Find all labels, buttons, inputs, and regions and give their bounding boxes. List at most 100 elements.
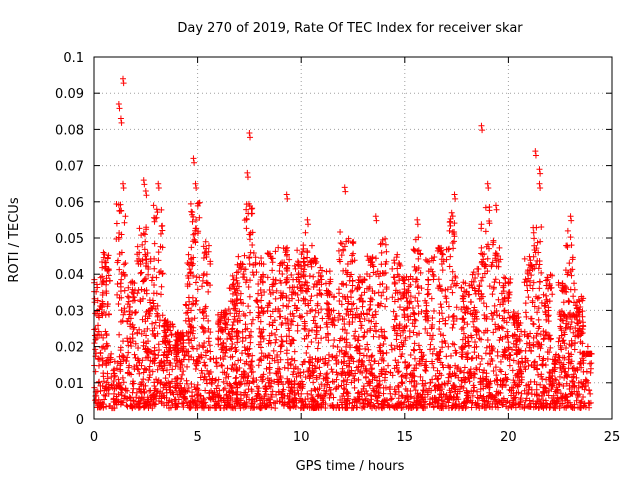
data-point [512, 394, 519, 401]
data-point [203, 376, 210, 383]
data-point [496, 279, 503, 286]
data-point [407, 351, 414, 358]
data-point [424, 391, 431, 398]
data-point [486, 207, 493, 214]
data-point [445, 399, 452, 406]
data-point [184, 380, 191, 387]
data-point [219, 362, 226, 369]
data-point [312, 335, 319, 342]
data-point [484, 360, 491, 367]
data-point [518, 390, 525, 397]
data-point [102, 392, 109, 399]
data-point [264, 274, 271, 281]
data-point [518, 374, 525, 381]
data-point [136, 370, 143, 377]
data-point [411, 399, 418, 406]
data-point [538, 223, 545, 230]
data-point [202, 352, 209, 359]
data-point [155, 341, 162, 348]
data-point [284, 195, 291, 202]
data-point [549, 291, 556, 298]
data-point [274, 353, 281, 360]
data-point [260, 353, 267, 360]
data-point [425, 290, 432, 297]
data-point [406, 328, 413, 335]
data-point [235, 253, 242, 260]
data-point [154, 366, 161, 373]
data-point [181, 351, 188, 358]
data-point [157, 291, 164, 298]
data-point [438, 304, 445, 311]
data-point [286, 395, 293, 402]
data-point [314, 345, 321, 352]
data-point [124, 335, 131, 342]
data-point [505, 339, 512, 346]
data-point [479, 127, 486, 134]
data-point [118, 276, 125, 283]
data-point [202, 387, 209, 394]
data-point [483, 303, 490, 310]
data-point [380, 390, 387, 397]
data-point [541, 335, 548, 342]
data-point [378, 240, 385, 247]
data-point [155, 249, 162, 256]
data-point [304, 254, 311, 261]
data-point [290, 337, 297, 344]
data-point [193, 297, 200, 304]
y-tick-label: 0.02 [55, 341, 84, 356]
data-point [288, 378, 295, 385]
data-point [230, 299, 237, 306]
data-point [200, 329, 207, 336]
data-point [189, 392, 196, 399]
data-point [99, 361, 106, 368]
data-point [535, 316, 542, 323]
data-point [509, 397, 516, 404]
data-point [152, 401, 159, 408]
data-point [161, 381, 168, 388]
data-point [97, 349, 104, 356]
data-point [92, 346, 99, 353]
data-point [284, 392, 291, 399]
data-point [568, 217, 575, 224]
data-point [467, 298, 474, 305]
data-point [522, 309, 529, 316]
data-point [494, 348, 501, 355]
data-point [130, 326, 137, 333]
data-point [119, 374, 126, 381]
data-point [574, 392, 581, 399]
data-point [349, 239, 356, 246]
data-point [142, 187, 149, 194]
data-point [198, 351, 205, 358]
data-point [546, 381, 553, 388]
data-point [362, 373, 369, 380]
data-point [205, 338, 212, 345]
data-point [321, 360, 328, 367]
data-point [570, 293, 577, 300]
data-point [208, 379, 215, 386]
data-point [188, 244, 195, 251]
data-point [404, 392, 411, 399]
data-point [565, 365, 572, 372]
data-point [587, 399, 594, 406]
data-point [325, 357, 332, 364]
data-point [446, 263, 453, 270]
data-point [492, 276, 499, 283]
data-point [275, 359, 282, 366]
data-point [279, 271, 286, 278]
data-point [255, 304, 262, 311]
y-tick-label: 0.04 [55, 268, 84, 283]
data-point [560, 382, 567, 389]
data-point [486, 283, 493, 290]
data-point [522, 300, 529, 307]
data-point [502, 382, 509, 389]
data-point [446, 227, 453, 234]
data-point [181, 394, 188, 401]
data-point [432, 382, 439, 389]
data-point [447, 222, 454, 229]
data-point [526, 397, 533, 404]
data-point [300, 368, 307, 375]
y-tick-label: 0.06 [55, 196, 84, 211]
data-point [317, 290, 324, 297]
data-point [308, 293, 315, 300]
